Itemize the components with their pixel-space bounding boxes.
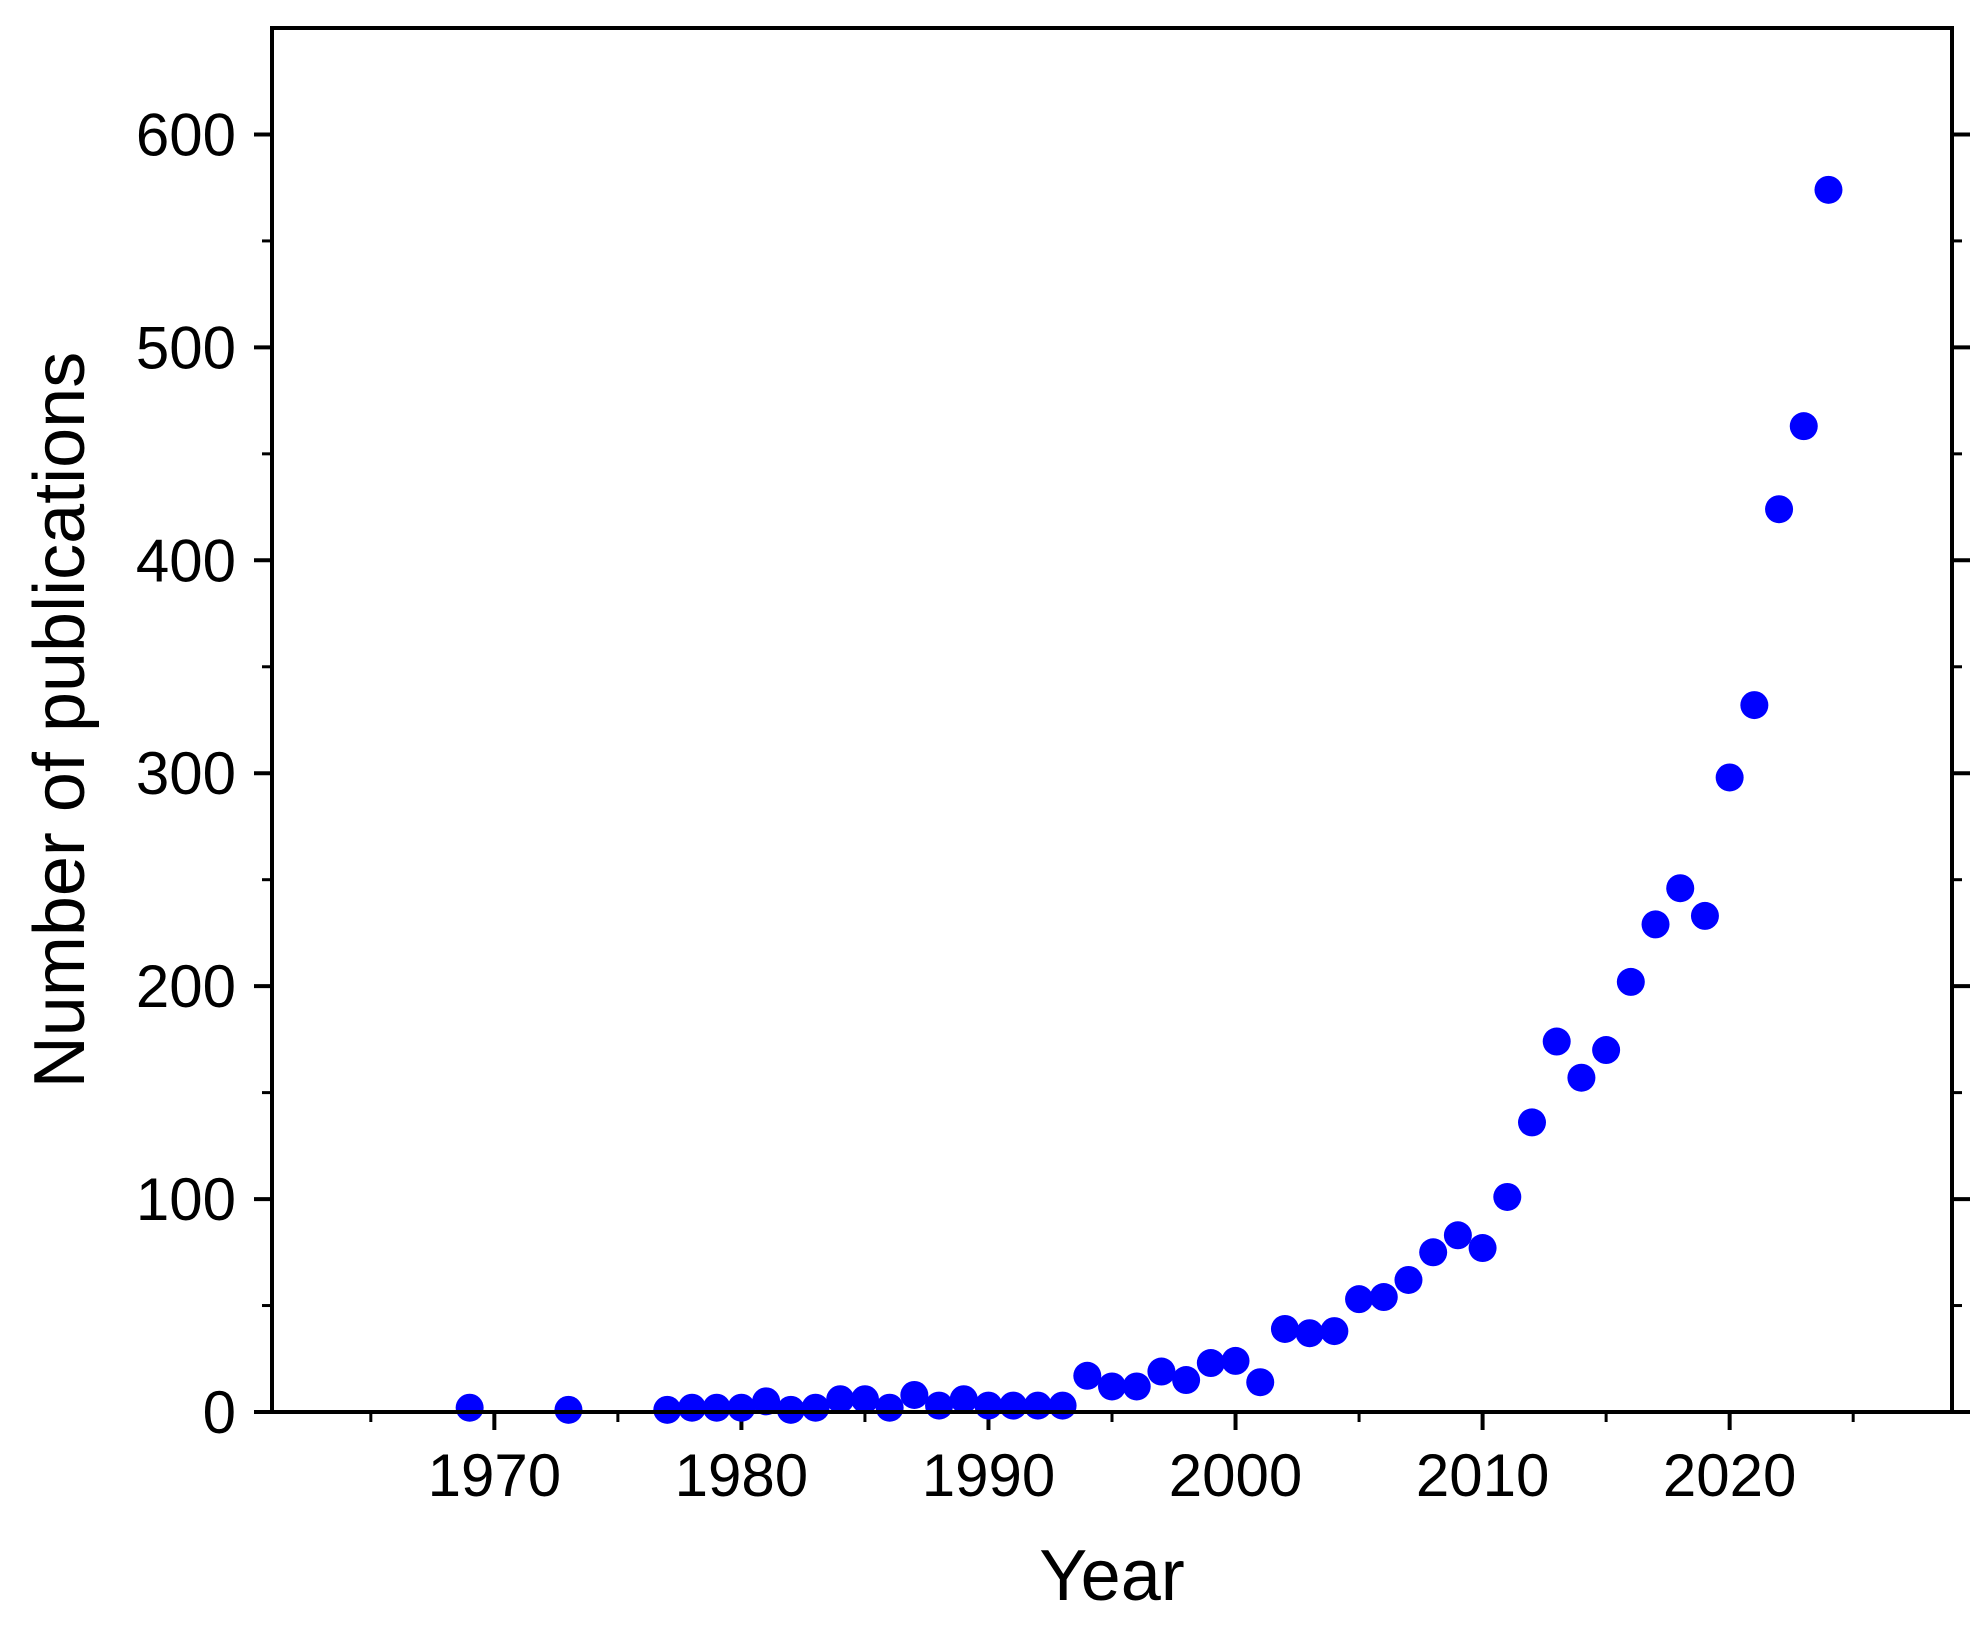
- data-point: [1765, 495, 1794, 524]
- y-tick-label: 200: [136, 953, 236, 1020]
- data-point: [1147, 1357, 1176, 1386]
- data-point: [1196, 1349, 1225, 1378]
- data-point: [554, 1395, 583, 1424]
- data-point: [1369, 1283, 1398, 1312]
- data-point: [925, 1391, 954, 1420]
- y-tick-label: 400: [136, 527, 236, 594]
- y-tick-label: 0: [203, 1379, 236, 1446]
- data-point: [678, 1393, 706, 1422]
- data-point: [1073, 1361, 1102, 1390]
- data-point: [1221, 1346, 1250, 1375]
- data-point: [949, 1385, 978, 1414]
- data-point: [1468, 1234, 1497, 1263]
- data-point: [1320, 1317, 1349, 1346]
- data-point: [702, 1393, 731, 1422]
- data-point: [999, 1391, 1028, 1420]
- y-axis-title: Number of publications: [20, 352, 100, 1088]
- data-point: [1122, 1372, 1151, 1401]
- data-point: [1740, 691, 1769, 720]
- data-point: [1345, 1285, 1374, 1314]
- data-point: [776, 1395, 805, 1424]
- data-point: [1518, 1108, 1546, 1137]
- data-point: [1666, 874, 1695, 903]
- data-point: [900, 1380, 929, 1409]
- data-point: [1172, 1366, 1201, 1395]
- data-point: [1443, 1221, 1472, 1250]
- data-point: [1616, 967, 1645, 996]
- data-point: [1048, 1391, 1077, 1420]
- data-point: [455, 1393, 484, 1422]
- data-point: [1715, 763, 1744, 792]
- y-tick-label: 100: [136, 1166, 236, 1233]
- data-point: [727, 1393, 756, 1422]
- data-point: [1246, 1368, 1275, 1397]
- y-tick-label: 300: [136, 740, 236, 807]
- x-tick-label: 2010: [1416, 1442, 1549, 1509]
- data-point: [1690, 901, 1719, 930]
- data-point: [1814, 175, 1843, 204]
- data-point: [826, 1385, 855, 1414]
- data-point: [1295, 1319, 1324, 1348]
- x-tick-label: 2000: [1169, 1442, 1302, 1509]
- data-point: [653, 1395, 682, 1424]
- data-point: [875, 1393, 904, 1422]
- data-point: [1270, 1314, 1299, 1343]
- x-tick-label: 2020: [1663, 1442, 1796, 1509]
- data-point: [801, 1393, 830, 1422]
- data-point: [1394, 1265, 1423, 1294]
- x-tick-label: 1980: [675, 1442, 808, 1509]
- y-tick-label: 600: [136, 101, 236, 168]
- data-point: [1567, 1063, 1596, 1092]
- x-tick-label: 1970: [428, 1442, 561, 1509]
- data-point: [1789, 412, 1818, 441]
- data-point: [752, 1387, 781, 1416]
- data-point: [1641, 910, 1670, 939]
- x-tick-label: 1990: [922, 1442, 1055, 1509]
- data-point: [974, 1391, 1003, 1420]
- data-point: [1419, 1238, 1448, 1267]
- data-point: [1493, 1182, 1522, 1211]
- y-tick-label: 500: [136, 314, 236, 381]
- data-point: [1098, 1372, 1126, 1401]
- data-point: [1542, 1027, 1571, 1056]
- plot-frame: [270, 26, 1954, 1414]
- data-point: [850, 1385, 879, 1414]
- data-point: [1023, 1391, 1052, 1420]
- data-point: [1592, 1036, 1621, 1065]
- x-axis-title: Year: [1039, 1536, 1184, 1616]
